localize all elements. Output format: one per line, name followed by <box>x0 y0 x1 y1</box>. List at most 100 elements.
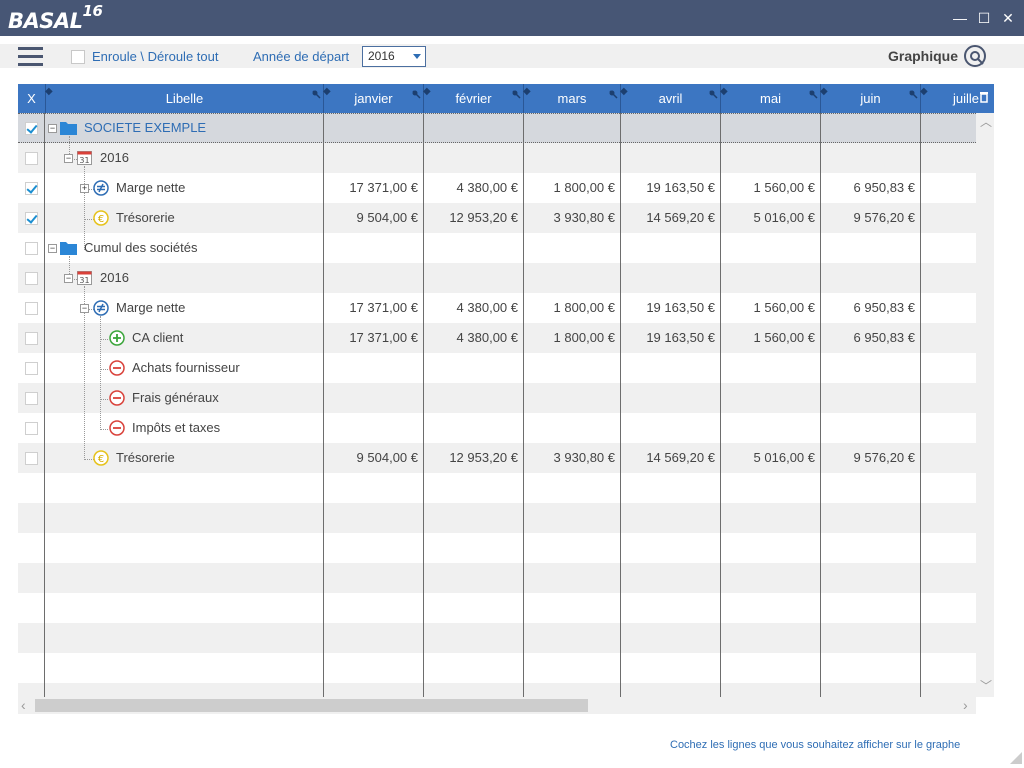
table-row[interactable] <box>18 263 994 293</box>
table-row[interactable] <box>18 383 994 413</box>
cell-value: 12 953,20 € <box>449 450 518 465</box>
cell-value: 19 163,50 € <box>646 300 715 315</box>
cell-value: 9 504,00 € <box>356 210 418 225</box>
cell-value: 3 930,80 € <box>553 210 615 225</box>
header-month-4[interactable]: avril <box>658 91 683 106</box>
collapse-toggle[interactable]: − <box>48 123 57 133</box>
cell-value: 19 163,50 € <box>646 330 715 345</box>
header-libelle[interactable]: Libelle <box>165 91 204 106</box>
empty-row <box>18 563 994 593</box>
table-row[interactable] <box>18 113 994 143</box>
header-month-2[interactable]: février <box>455 91 492 106</box>
row-checkbox[interactable] <box>25 152 38 165</box>
minimize-button[interactable]: — <box>953 10 967 26</box>
header-month-3[interactable]: mars <box>557 91 587 106</box>
cell-value: 17 371,00 € <box>349 330 418 345</box>
cell-value: 19 163,50 € <box>646 180 715 195</box>
sort-icon[interactable] <box>312 90 321 99</box>
vertical-scrollbar[interactable]: ︿ ﹀ <box>976 113 994 697</box>
table-row[interactable] <box>18 443 994 473</box>
scroll-right-icon[interactable]: › <box>963 697 968 713</box>
cell-value: 1 800,00 € <box>553 300 615 315</box>
cell-value: 14 569,20 € <box>646 210 715 225</box>
header-month-1[interactable]: janvier <box>354 91 393 106</box>
row-checkbox[interactable] <box>25 392 38 405</box>
minus-circle-icon <box>109 420 125 436</box>
close-button[interactable]: ✕ <box>1002 10 1014 26</box>
cell-value: 9 576,20 € <box>853 210 915 225</box>
scroll-down-icon[interactable]: ﹀ <box>980 679 993 693</box>
cell-value: 6 950,83 € <box>853 300 915 315</box>
not-equal-icon <box>93 300 109 316</box>
row-label: Trésorerie <box>116 450 175 465</box>
cell-value: 6 950,83 € <box>853 180 915 195</box>
row-label: Cumul des sociétés <box>84 240 198 255</box>
cell-value: 4 380,00 € <box>456 330 518 345</box>
row-label: Frais généraux <box>132 390 219 405</box>
row-checkbox[interactable] <box>25 182 38 195</box>
sort-icon[interactable] <box>909 90 918 99</box>
expand-toggle[interactable]: + <box>80 183 89 193</box>
svg-text:31: 31 <box>79 156 89 165</box>
menu-icon[interactable] <box>18 47 43 66</box>
svg-text:€: € <box>98 214 104 225</box>
cell-value: 17 371,00 € <box>349 180 418 195</box>
cell-value: 1 800,00 € <box>553 330 615 345</box>
row-checkbox[interactable] <box>25 422 38 435</box>
row-checkbox[interactable] <box>25 212 38 225</box>
cell-value: 6 950,83 € <box>853 330 915 345</box>
cell-value: 4 380,00 € <box>456 180 518 195</box>
empty-row <box>18 683 994 697</box>
header-select-column[interactable]: X <box>27 91 36 106</box>
year-select[interactable]: 2016 <box>362 46 426 67</box>
collapse-toggle[interactable]: − <box>48 243 57 253</box>
graph-search-icon[interactable] <box>963 43 991 71</box>
horizontal-scrollbar[interactable]: ‹ › <box>18 697 976 714</box>
sort-icon[interactable] <box>609 90 618 99</box>
sort-icon[interactable] <box>412 90 421 99</box>
minus-circle-icon <box>109 360 125 376</box>
header-month-5[interactable]: mai <box>760 91 781 106</box>
empty-row <box>18 623 994 653</box>
header-month-7[interactable]: juille <box>953 91 980 106</box>
empty-row <box>18 593 994 623</box>
expand-collapse-checkbox[interactable] <box>71 50 85 64</box>
row-label: Marge nette <box>116 300 186 315</box>
row-checkbox[interactable] <box>25 332 38 345</box>
row-checkbox[interactable] <box>25 272 38 285</box>
trash-icon[interactable] <box>979 91 989 103</box>
maximize-button[interactable]: ☐ <box>977 10 991 26</box>
header-month-6[interactable]: juin <box>860 91 881 106</box>
table-row[interactable] <box>18 323 994 353</box>
svg-text:31: 31 <box>79 276 89 285</box>
expand-collapse-all-link[interactable]: Enroule \ Déroule tout <box>92 49 219 64</box>
pin-icon: ◆ <box>820 86 828 97</box>
status-hint: Cochez les lignes que vous souhaitez aff… <box>670 739 961 751</box>
title-bar <box>0 0 1024 36</box>
year-select-value: 2016 <box>368 49 395 63</box>
row-checkbox[interactable] <box>25 362 38 375</box>
cell-value: 5 016,00 € <box>753 450 815 465</box>
grid-header: X ◆ Libelle ◆ janvier ◆ février ◆ mars ◆… <box>18 84 994 113</box>
row-checkbox[interactable] <box>25 452 38 465</box>
resize-grip-icon[interactable] <box>1010 752 1022 764</box>
table-row[interactable] <box>18 143 994 173</box>
folder-icon <box>60 122 77 135</box>
collapse-toggle[interactable]: − <box>64 153 73 163</box>
collapse-toggle[interactable]: − <box>64 273 73 283</box>
scroll-up-icon[interactable]: ︿ <box>980 115 993 129</box>
sort-icon[interactable] <box>512 90 521 99</box>
collapse-toggle[interactable]: − <box>80 303 89 313</box>
pin-icon: ◆ <box>423 86 431 97</box>
horizontal-scroll-thumb[interactable] <box>35 699 588 712</box>
sort-icon[interactable] <box>809 90 818 99</box>
row-checkbox[interactable] <box>25 122 38 135</box>
table-row[interactable] <box>18 203 994 233</box>
cell-value: 1 560,00 € <box>753 300 815 315</box>
cell-value: 17 371,00 € <box>349 300 418 315</box>
sort-icon[interactable] <box>709 90 718 99</box>
empty-row <box>18 473 994 503</box>
row-checkbox[interactable] <box>25 242 38 255</box>
row-checkbox[interactable] <box>25 302 38 315</box>
scroll-left-icon[interactable]: ‹ <box>21 697 26 713</box>
